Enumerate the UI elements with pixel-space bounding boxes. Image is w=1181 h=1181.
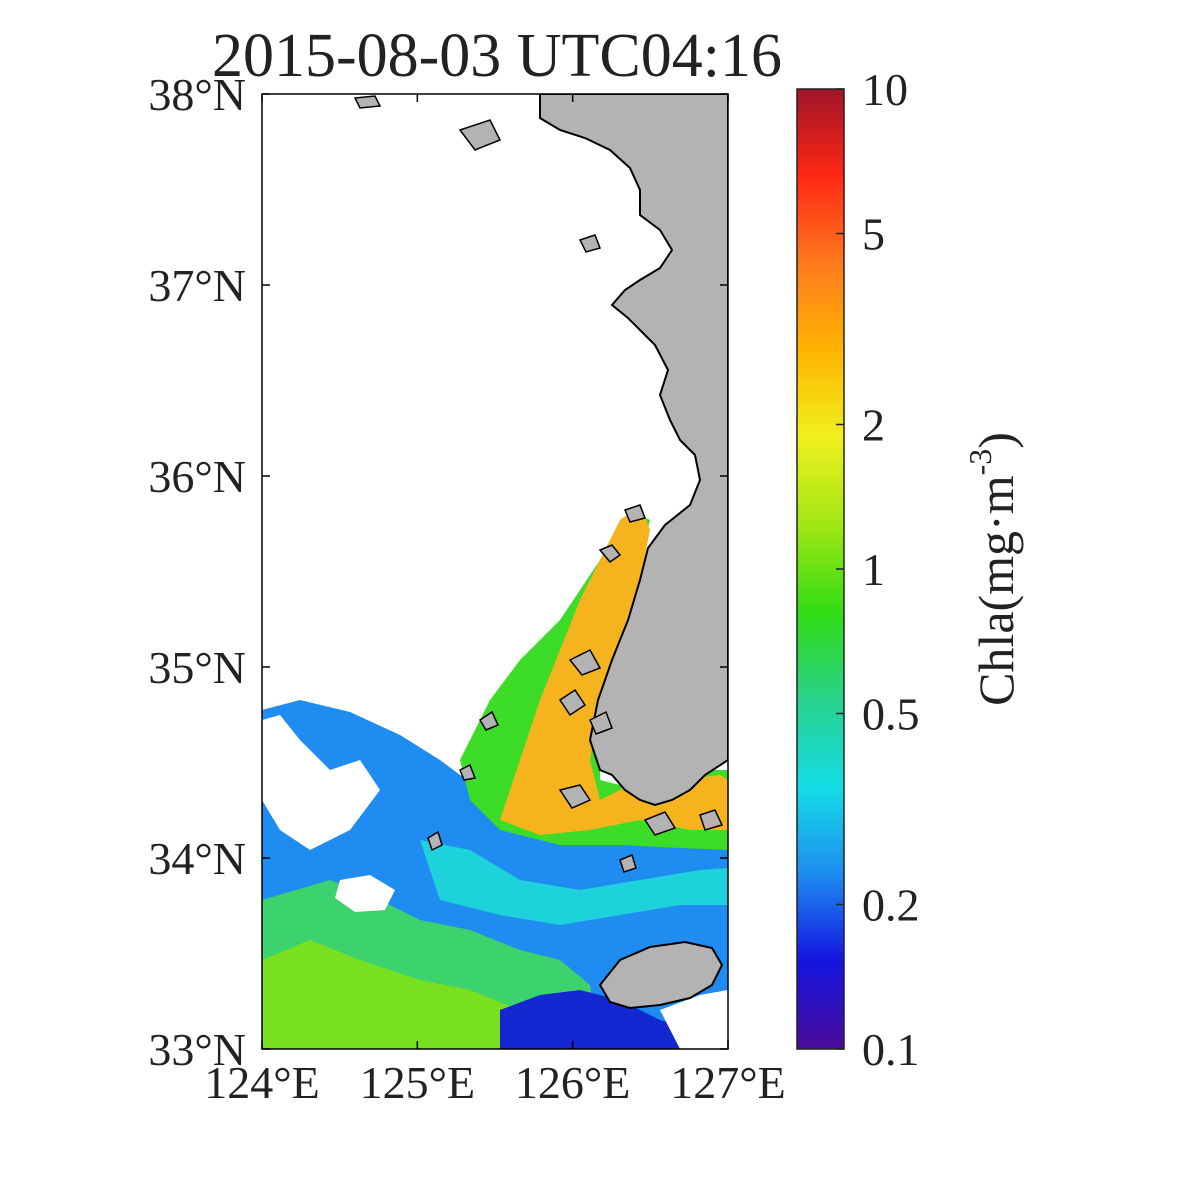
cloud-gap-southwest	[335, 875, 395, 912]
island-5	[699, 809, 724, 831]
island-15	[589, 710, 613, 735]
colorbar-tick-label: 0.5	[862, 688, 920, 739]
island-9	[619, 853, 637, 873]
land-areas	[353, 94, 728, 1010]
lat-tick-label: 34°N	[148, 833, 246, 884]
map-title: 2015-08-03 UTC04:16	[212, 22, 782, 90]
island-14	[568, 649, 602, 676]
latitude-axis: 38°N 37°N 36°N 35°N 34°N 33°N	[148, 69, 728, 1075]
peninsula-land	[539, 94, 728, 807]
island-11	[578, 234, 601, 253]
island-6	[478, 710, 500, 731]
colorbar-label: Chla(mg·m-3)	[962, 432, 1024, 706]
colorbar-tick-label: 5	[862, 208, 885, 259]
island-3	[558, 784, 592, 809]
chla-cyan-band	[420, 840, 728, 925]
colorbar-tick-label: 2	[862, 400, 885, 451]
cloud-gap-east	[660, 990, 728, 1049]
island-12	[353, 95, 382, 109]
island-1	[598, 544, 622, 564]
lat-tick-label: 33°N	[148, 1024, 246, 1075]
chla-bright-green-region	[262, 940, 540, 1049]
lon-tick-label: 126°E	[515, 1057, 631, 1108]
island-13	[458, 119, 502, 151]
lat-tick-label: 37°N	[148, 260, 246, 311]
lat-tick-label: 36°N	[148, 451, 246, 502]
map-panel	[262, 94, 728, 1049]
island-10	[623, 504, 646, 523]
colorbar-tick-label: 1	[862, 544, 885, 595]
colorbar-ticks: 10 5 2 1 0.5 0.2 0.1	[836, 64, 920, 1075]
island-4	[643, 811, 677, 836]
chla-deep-blue-patch	[500, 990, 728, 1049]
cloud-gap-west	[262, 715, 380, 850]
island-8	[427, 830, 443, 852]
lon-tick-label: 127°E	[670, 1057, 786, 1108]
island-7	[459, 763, 477, 781]
colorbar-tick-label: 0.2	[862, 880, 920, 931]
colorbar-label-main: Chla(mg·m	[968, 475, 1024, 706]
jeju-island	[598, 940, 724, 1010]
colorbar-tick-label: 0.1	[862, 1024, 920, 1075]
lon-tick-label: 124°E	[204, 1057, 320, 1108]
lat-tick-label: 35°N	[148, 642, 246, 693]
colorbar-label-exponent: -3	[962, 449, 998, 476]
colorbar-label-close: )	[968, 432, 1024, 449]
lat-tick-label: 38°N	[148, 69, 246, 120]
colorbar-tick-label: 10	[862, 64, 908, 115]
chla-high-concentration-region	[500, 505, 728, 835]
island-2	[558, 688, 587, 717]
chlorophyll-field	[262, 505, 728, 1049]
longitude-axis: 124°E 125°E 126°E 127°E	[204, 94, 786, 1108]
lon-tick-label: 125°E	[360, 1057, 476, 1108]
map-frame	[261, 93, 729, 1050]
